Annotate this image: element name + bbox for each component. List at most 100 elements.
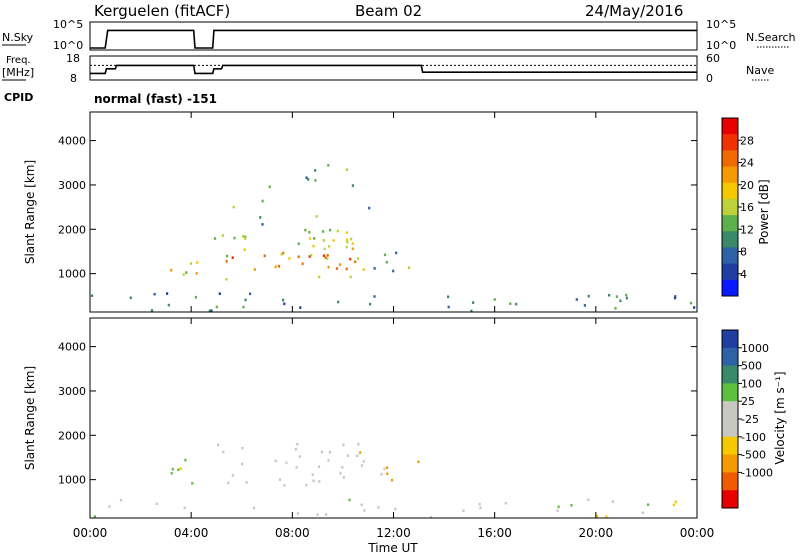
heat-cell <box>314 169 317 172</box>
heat-cell <box>362 268 365 271</box>
time-axis: 00:00 04:00 08:00 12:00 16:00 20:00 00:00 <box>73 112 714 540</box>
heat-cell <box>232 205 235 209</box>
heat-cell <box>614 307 617 310</box>
heat-cell <box>91 294 94 297</box>
heat-cell <box>647 503 650 506</box>
heat-cell <box>312 479 315 483</box>
heat-cell <box>587 498 590 501</box>
heat-cell <box>282 251 285 255</box>
heat-cell <box>245 481 248 484</box>
freq-right-tick-bottom: 0 <box>706 72 713 85</box>
colorbar-tick-label: -25 <box>741 413 759 426</box>
heat-cell <box>351 247 354 251</box>
freq-label: Freq. <box>6 55 31 66</box>
heat-cell <box>218 292 221 295</box>
heat-cell <box>625 296 628 300</box>
heat-cell <box>166 292 169 295</box>
colorbar-tick-label: 100 <box>741 377 762 390</box>
heat-cell <box>322 254 325 257</box>
heat-cell <box>295 466 298 469</box>
freq-panel <box>89 55 698 81</box>
heat-cell <box>338 263 342 266</box>
freq-unit-label: [MHz] <box>2 66 34 79</box>
heat-cell <box>478 502 481 506</box>
heat-cell <box>351 242 354 245</box>
heat-cell <box>417 460 420 464</box>
colorbar-tick-label: -100 <box>741 431 766 444</box>
colorbar-cell <box>722 166 738 184</box>
x-tick-label: 20:00 <box>579 526 614 540</box>
velocity-axis: 1000 2000 3000 4000 <box>58 341 697 487</box>
colorbar-tick-label: 500 <box>741 360 762 373</box>
power-panel-frame <box>89 111 698 313</box>
heat-cell <box>509 302 512 305</box>
colorbar-cell <box>722 365 738 384</box>
heat-cell <box>345 231 348 234</box>
x-tick-label: 16:00 <box>477 526 512 540</box>
heat-cell <box>194 295 197 299</box>
heat-cell <box>369 302 372 306</box>
colorbar-tick-label: 12 <box>740 223 754 236</box>
heat-cell <box>231 256 234 259</box>
heat-cell <box>383 467 386 471</box>
heat-cell <box>339 471 342 475</box>
heat-cell <box>363 509 366 512</box>
heat-cell <box>183 506 186 510</box>
heat-cell <box>337 300 340 304</box>
colorbar-tick-label: 16 <box>740 201 754 214</box>
colorbar-cell <box>722 383 738 402</box>
heat-cell <box>596 514 599 518</box>
heat-cell <box>357 443 360 446</box>
heat-cell <box>493 298 496 301</box>
y-tick-label: 4000 <box>58 135 86 148</box>
heat-cell <box>233 236 236 240</box>
heat-cell <box>447 305 450 309</box>
heat-cell <box>345 168 348 171</box>
x-tick-label: 00:00 <box>73 526 108 540</box>
heat-cell <box>244 298 247 302</box>
heat-cell <box>278 478 282 481</box>
colorbar-tick-label: -500 <box>741 449 766 462</box>
heat-cell <box>324 256 327 259</box>
heat-cell <box>242 305 245 309</box>
heat-cell <box>462 509 465 513</box>
heat-cell <box>360 503 363 507</box>
heat-cell <box>317 465 321 468</box>
heat-cell <box>170 268 173 272</box>
heat-cell <box>252 506 256 510</box>
heat-cell <box>328 450 332 454</box>
heat-cell <box>253 268 256 271</box>
heat-cell <box>348 498 351 502</box>
heat-cell <box>185 271 188 274</box>
heat-cell <box>277 265 281 268</box>
heat-cell <box>150 309 154 312</box>
heat-cell <box>377 506 380 509</box>
heat-cell <box>329 228 332 232</box>
heat-cell <box>504 502 507 505</box>
heat-cell <box>119 498 123 502</box>
heat-cell <box>288 257 291 260</box>
heat-cell <box>345 245 348 249</box>
velocity-heatmap <box>93 442 677 519</box>
colorbar-cell <box>722 182 738 200</box>
noise-left-tick-bottom: 10^0 <box>53 39 83 52</box>
colorbar-tick-label: 1000 <box>741 342 769 355</box>
heat-cell <box>182 273 185 276</box>
heat-cell <box>322 239 325 242</box>
heat-cell <box>297 255 300 259</box>
heat-cell <box>556 509 559 512</box>
heat-cell <box>368 206 371 210</box>
heat-cell <box>322 230 325 233</box>
velocity-colorbar-label: Velocity [m s⁻¹] <box>773 371 787 464</box>
heat-cell <box>310 253 313 257</box>
heat-cell <box>335 267 338 270</box>
heat-cell <box>274 459 277 463</box>
heat-cell <box>225 278 228 281</box>
heat-cell <box>171 467 174 471</box>
heat-cell <box>261 223 264 226</box>
power-axis: 1000 2000 3000 4000 <box>58 135 697 281</box>
heat-cell <box>268 185 271 189</box>
nsky-series <box>90 29 697 49</box>
heat-cell <box>308 255 311 258</box>
colorbar-cell <box>722 419 738 438</box>
